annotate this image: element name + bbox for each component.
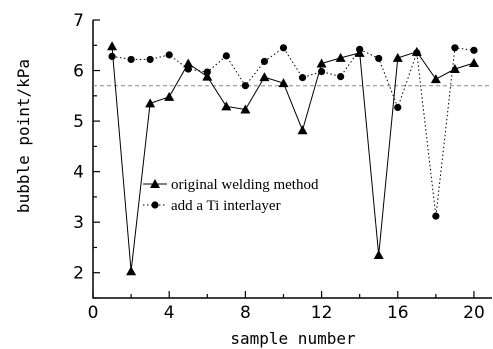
triangle-point <box>183 58 194 68</box>
circle-point <box>470 46 478 54</box>
circle-point <box>432 212 440 220</box>
triangle-point <box>145 98 156 108</box>
y-tick-label: 2 <box>73 264 84 284</box>
series-layer <box>107 41 479 276</box>
legend-label: add a Ti interlayer <box>171 198 281 214</box>
x-tick-label: 20 <box>463 303 485 323</box>
circle-point <box>413 49 421 57</box>
triangle-point <box>449 64 460 74</box>
circle-point <box>260 57 269 66</box>
y-tick-label: 3 <box>73 213 84 233</box>
circle-point <box>451 44 459 52</box>
circle-point <box>108 52 116 60</box>
circle-point <box>203 68 211 76</box>
legend-label: original welding method <box>171 177 319 193</box>
axes: 0 4 8 12 16 20 2 3 4 5 6 7 <box>73 11 492 323</box>
circle-point <box>184 65 192 73</box>
series-line <box>111 46 475 272</box>
x-tick-label: 12 <box>311 303 333 323</box>
series-ti-interlayer <box>108 44 478 220</box>
legend: original welding method add a Ti interlay… <box>143 177 319 214</box>
triangle-point <box>297 125 308 135</box>
triangle-point <box>107 41 118 51</box>
triangle-point <box>202 71 213 81</box>
triangle-point <box>430 74 441 84</box>
circle-point <box>165 51 173 59</box>
circle-point <box>279 44 288 52</box>
y-axis-title: bubble point/kPa <box>14 59 33 213</box>
triangle-point <box>468 57 479 67</box>
triangle-point <box>373 250 384 260</box>
triangle-point <box>316 58 327 68</box>
triangle-point <box>335 52 346 62</box>
y-tick-label: 6 <box>73 62 84 82</box>
circle-point <box>394 103 402 112</box>
series-line <box>111 47 475 217</box>
legend-marker <box>150 179 160 188</box>
circle-point <box>241 82 249 90</box>
x-tick-label: 16 <box>387 303 409 323</box>
x-axis-title: sample number <box>230 329 356 348</box>
circle-point <box>317 67 326 76</box>
x-tick-label: 0 <box>88 303 99 323</box>
x-tick-label: 8 <box>240 303 251 323</box>
triangle-point <box>126 266 137 276</box>
circle-point <box>127 55 135 64</box>
y-tick-label: 4 <box>73 163 84 183</box>
triangle-point <box>278 78 289 88</box>
triangle-point <box>259 72 270 82</box>
triangle-point <box>392 52 403 62</box>
circle-point <box>146 55 154 64</box>
x-tick-label: 4 <box>164 303 175 323</box>
triangle-point <box>164 91 175 101</box>
circle-point <box>337 73 345 81</box>
legend-marker <box>151 201 159 209</box>
circle-point <box>356 45 364 53</box>
circle-point <box>375 54 383 63</box>
triangle-point <box>240 104 251 114</box>
triangle-point <box>221 101 232 111</box>
series-original-welding <box>107 41 479 276</box>
y-tick-label: 7 <box>73 11 84 31</box>
circle-point <box>298 74 307 82</box>
y-tick-label: 5 <box>73 112 84 132</box>
circle-point <box>222 52 230 60</box>
